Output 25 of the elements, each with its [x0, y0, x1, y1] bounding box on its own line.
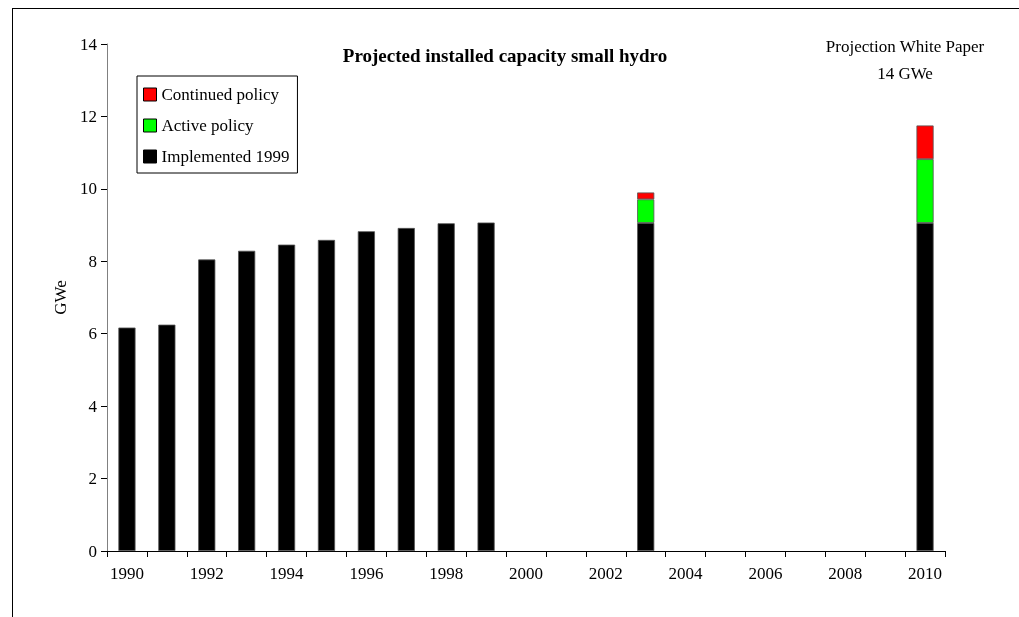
x-tick-label: 1990 [109, 564, 144, 583]
x-tick-label: 2000 [509, 564, 543, 583]
x-tick-label: 1998 [429, 564, 464, 583]
y-tick-label: 2 [88, 469, 97, 489]
x-tick-label: 2010 [908, 564, 943, 583]
legend-label: Continued policy [161, 85, 280, 104]
chart-title: Projected installed capacity small hydro [342, 45, 668, 66]
x-tick-label: 2002 [588, 564, 623, 583]
legend-label: Active policy [161, 116, 255, 135]
y-tick-label: 10 [80, 179, 97, 199]
x-tick-label: 2004 [668, 564, 704, 583]
y-tick-label: 4 [88, 396, 98, 416]
y-tick-label: 12 [80, 106, 97, 126]
y-tick-label: 14 [80, 34, 98, 54]
y-tick-label: 6 [88, 324, 97, 344]
y-tick-label: 0 [88, 541, 97, 561]
x-tick-label: 2006 [748, 564, 783, 583]
x-tick-label: 1996 [349, 564, 384, 583]
x-tick-label: 1992 [189, 564, 224, 583]
y-axis-title: GWe [51, 280, 71, 315]
x-tick-label: 1994 [269, 564, 305, 583]
x-tick-label: 2008 [828, 564, 863, 583]
y-tick-label: 8 [88, 251, 97, 271]
legend-label: Implemented 1999 [161, 147, 290, 166]
annotation: Projection White Paper 14 GWe [825, 37, 985, 83]
